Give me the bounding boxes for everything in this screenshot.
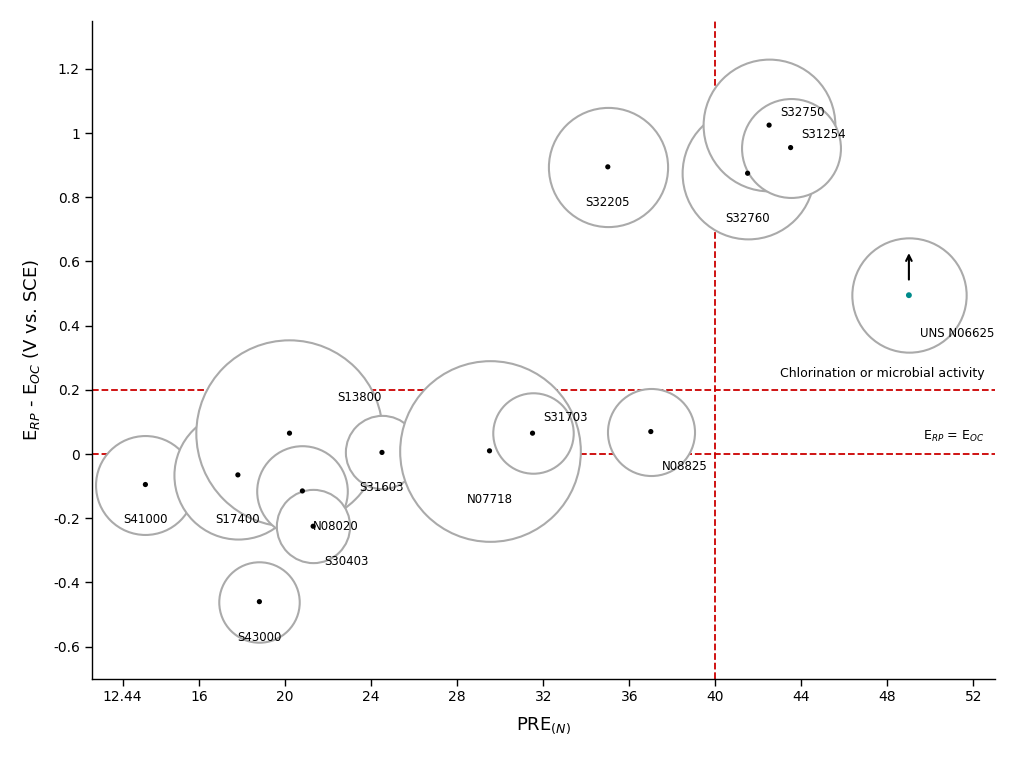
- Text: S13800: S13800: [337, 391, 381, 404]
- Point: [643, 425, 659, 438]
- Point: [901, 289, 918, 301]
- Point: [782, 142, 799, 154]
- Point: [524, 427, 541, 439]
- Point: [600, 160, 616, 173]
- Point: [282, 427, 298, 439]
- Text: S17400: S17400: [216, 513, 260, 526]
- Text: S32760: S32760: [725, 212, 770, 225]
- Point: [294, 485, 310, 497]
- Text: S31703: S31703: [544, 411, 588, 424]
- Point: [374, 447, 390, 459]
- X-axis label: PRE$_{(N)}$: PRE$_{(N)}$: [516, 715, 570, 736]
- Text: N08825: N08825: [662, 460, 708, 473]
- Point: [761, 119, 777, 131]
- Point: [305, 520, 322, 532]
- Point: [643, 425, 659, 438]
- Point: [782, 142, 799, 154]
- Text: N08020: N08020: [313, 520, 358, 533]
- Point: [524, 427, 541, 439]
- Point: [137, 478, 154, 491]
- Point: [481, 445, 498, 457]
- Point: [901, 289, 918, 301]
- Point: [229, 469, 246, 481]
- Point: [229, 469, 246, 481]
- Y-axis label: E$_{RP}$ - E$_{OC}$ (V vs. SCE): E$_{RP}$ - E$_{OC}$ (V vs. SCE): [20, 259, 42, 441]
- Point: [600, 160, 616, 173]
- Text: S43000: S43000: [238, 631, 282, 643]
- Text: S41000: S41000: [123, 513, 168, 526]
- Point: [739, 167, 756, 179]
- Point: [251, 596, 267, 608]
- Point: [282, 427, 298, 439]
- Point: [294, 485, 310, 497]
- Text: S31603: S31603: [359, 481, 404, 494]
- Text: UNS N06625: UNS N06625: [920, 327, 994, 341]
- Point: [481, 445, 498, 457]
- Text: N07718: N07718: [467, 493, 512, 506]
- Point: [761, 119, 777, 131]
- Point: [137, 478, 154, 491]
- Point: [374, 447, 390, 459]
- Text: S32750: S32750: [780, 106, 824, 119]
- Point: [305, 520, 322, 532]
- Text: Chlorination or microbial activity: Chlorination or microbial activity: [779, 367, 984, 380]
- Text: S31254: S31254: [802, 129, 846, 142]
- Text: S32205: S32205: [586, 196, 630, 209]
- Point: [739, 167, 756, 179]
- Text: S30403: S30403: [324, 555, 369, 568]
- Point: [251, 596, 267, 608]
- Text: E$_{RP}$ = E$_{OC}$: E$_{RP}$ = E$_{OC}$: [923, 429, 984, 444]
